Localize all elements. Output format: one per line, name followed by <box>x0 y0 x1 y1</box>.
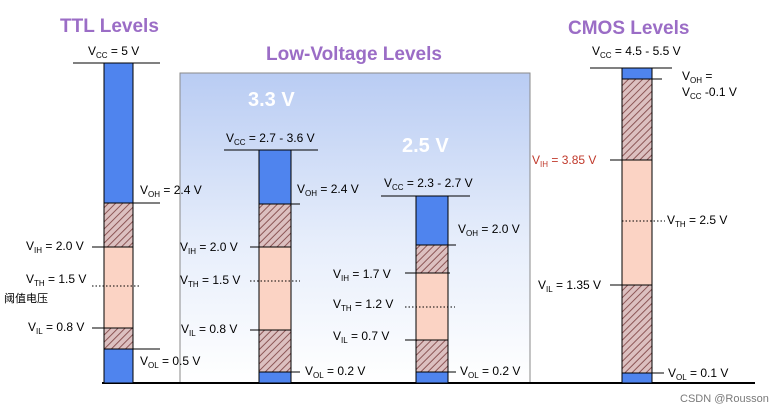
watermark: CSDN @Rousson <box>680 393 769 405</box>
ttl-vcc-label: VCC = 5 V <box>88 44 139 60</box>
lv33-column: VCC = 2.7 - 3.6 V VOH = 2.4 V VIH = 2.0 … <box>180 131 365 384</box>
ttl-input-zone <box>103 246 134 329</box>
lv25-output-low-zone <box>415 371 449 384</box>
lv33-output-high-zone <box>258 149 292 205</box>
ttl-voh-label: VOH = 2.4 V <box>140 183 202 199</box>
low-voltage-title: Low-Voltage Levels <box>266 44 442 65</box>
lv33-vth-label: VTH = 1.5 V <box>180 273 240 289</box>
ttl-vth-label: VTH = 1.5 V <box>26 272 86 288</box>
cmos-vol-label: VOL = 0.1 V <box>668 366 728 382</box>
lv33-input-zone <box>258 246 292 331</box>
cmos-input-zone <box>621 159 653 286</box>
cmos-column: VCC = 4.5 - 5.5 V VOH = VCC -0.1 V VIH =… <box>532 44 737 384</box>
lv25-input-zone <box>415 272 449 341</box>
lv33-vih-label: VIH = 2.0 V <box>180 240 238 256</box>
ttl-undefined-zone-lower <box>103 327 134 350</box>
cmos-vth-label: VTH = 2.5 V <box>667 213 727 229</box>
lv25-vcc-label: VCC = 2.3 - 2.7 V <box>384 176 473 192</box>
cmos-undefined-zone-upper <box>621 78 653 161</box>
ttl-title: TTL Levels <box>60 16 159 37</box>
lv25-vth-label: VTH = 1.2 V <box>333 297 393 313</box>
cmos-output-low-zone <box>621 372 653 384</box>
cmos-voh-label-line2: VCC -0.1 V <box>682 85 737 101</box>
ttl-vol-label: VOL = 0.5 V <box>140 354 200 370</box>
ttl-threshold-note: 阈值电压 <box>4 291 48 305</box>
lv33-voh-label: VOH = 2.4 V <box>297 182 359 198</box>
ttl-vil-label: VIL = 0.8 V <box>28 320 84 336</box>
lv33-heading: 3.3 V <box>248 89 295 111</box>
lv25-vol-label: VOL = 0.2 V <box>460 364 520 380</box>
cmos-output-high-zone <box>621 67 653 80</box>
lv33-vil-label: VIL = 0.8 V <box>181 322 237 338</box>
lv33-undefined-zone-lower <box>258 329 292 373</box>
lv25-heading: 2.5 V <box>402 135 449 157</box>
lv25-vih-label: VIH = 1.7 V <box>333 267 391 283</box>
lv25-output-high-zone <box>415 195 449 246</box>
ttl-output-high-zone <box>103 62 134 204</box>
ttl-column: VCC = 5 V VOH = 2.4 V VIH = 2.0 V VTH = … <box>4 44 202 384</box>
ttl-output-low-zone <box>103 348 134 384</box>
ttl-vih-label: VIH = 2.0 V <box>26 239 84 255</box>
lv25-voh-label: VOH = 2.0 V <box>458 222 520 238</box>
lv25-undefined-zone-lower <box>415 339 449 373</box>
cmos-vih-label: VIH = 3.85 V <box>532 153 596 169</box>
lv25-column: VCC = 2.3 - 2.7 V VOH = 2.0 V VIH = 1.7 … <box>333 176 520 384</box>
lv25-undefined-zone-upper <box>415 244 449 274</box>
cmos-vcc-label: VCC = 4.5 - 5.5 V <box>592 44 681 60</box>
cmos-undefined-zone-lower <box>621 284 653 374</box>
low-voltage-panel <box>179 72 531 384</box>
lv33-vcc-label: VCC = 2.7 - 3.6 V <box>226 131 315 147</box>
cmos-title: CMOS Levels <box>568 18 689 39</box>
lv33-undefined-zone-upper <box>258 203 292 248</box>
lv33-output-low-zone <box>258 371 292 384</box>
lv25-vil-label: VIL = 0.7 V <box>333 329 389 345</box>
lv33-vol-label: VOL = 0.2 V <box>305 364 365 380</box>
cmos-vil-label: VIL = 1.35 V <box>538 278 601 294</box>
cmos-voh-label-line1: VOH = <box>682 69 712 85</box>
ttl-undefined-zone-upper <box>103 202 134 248</box>
